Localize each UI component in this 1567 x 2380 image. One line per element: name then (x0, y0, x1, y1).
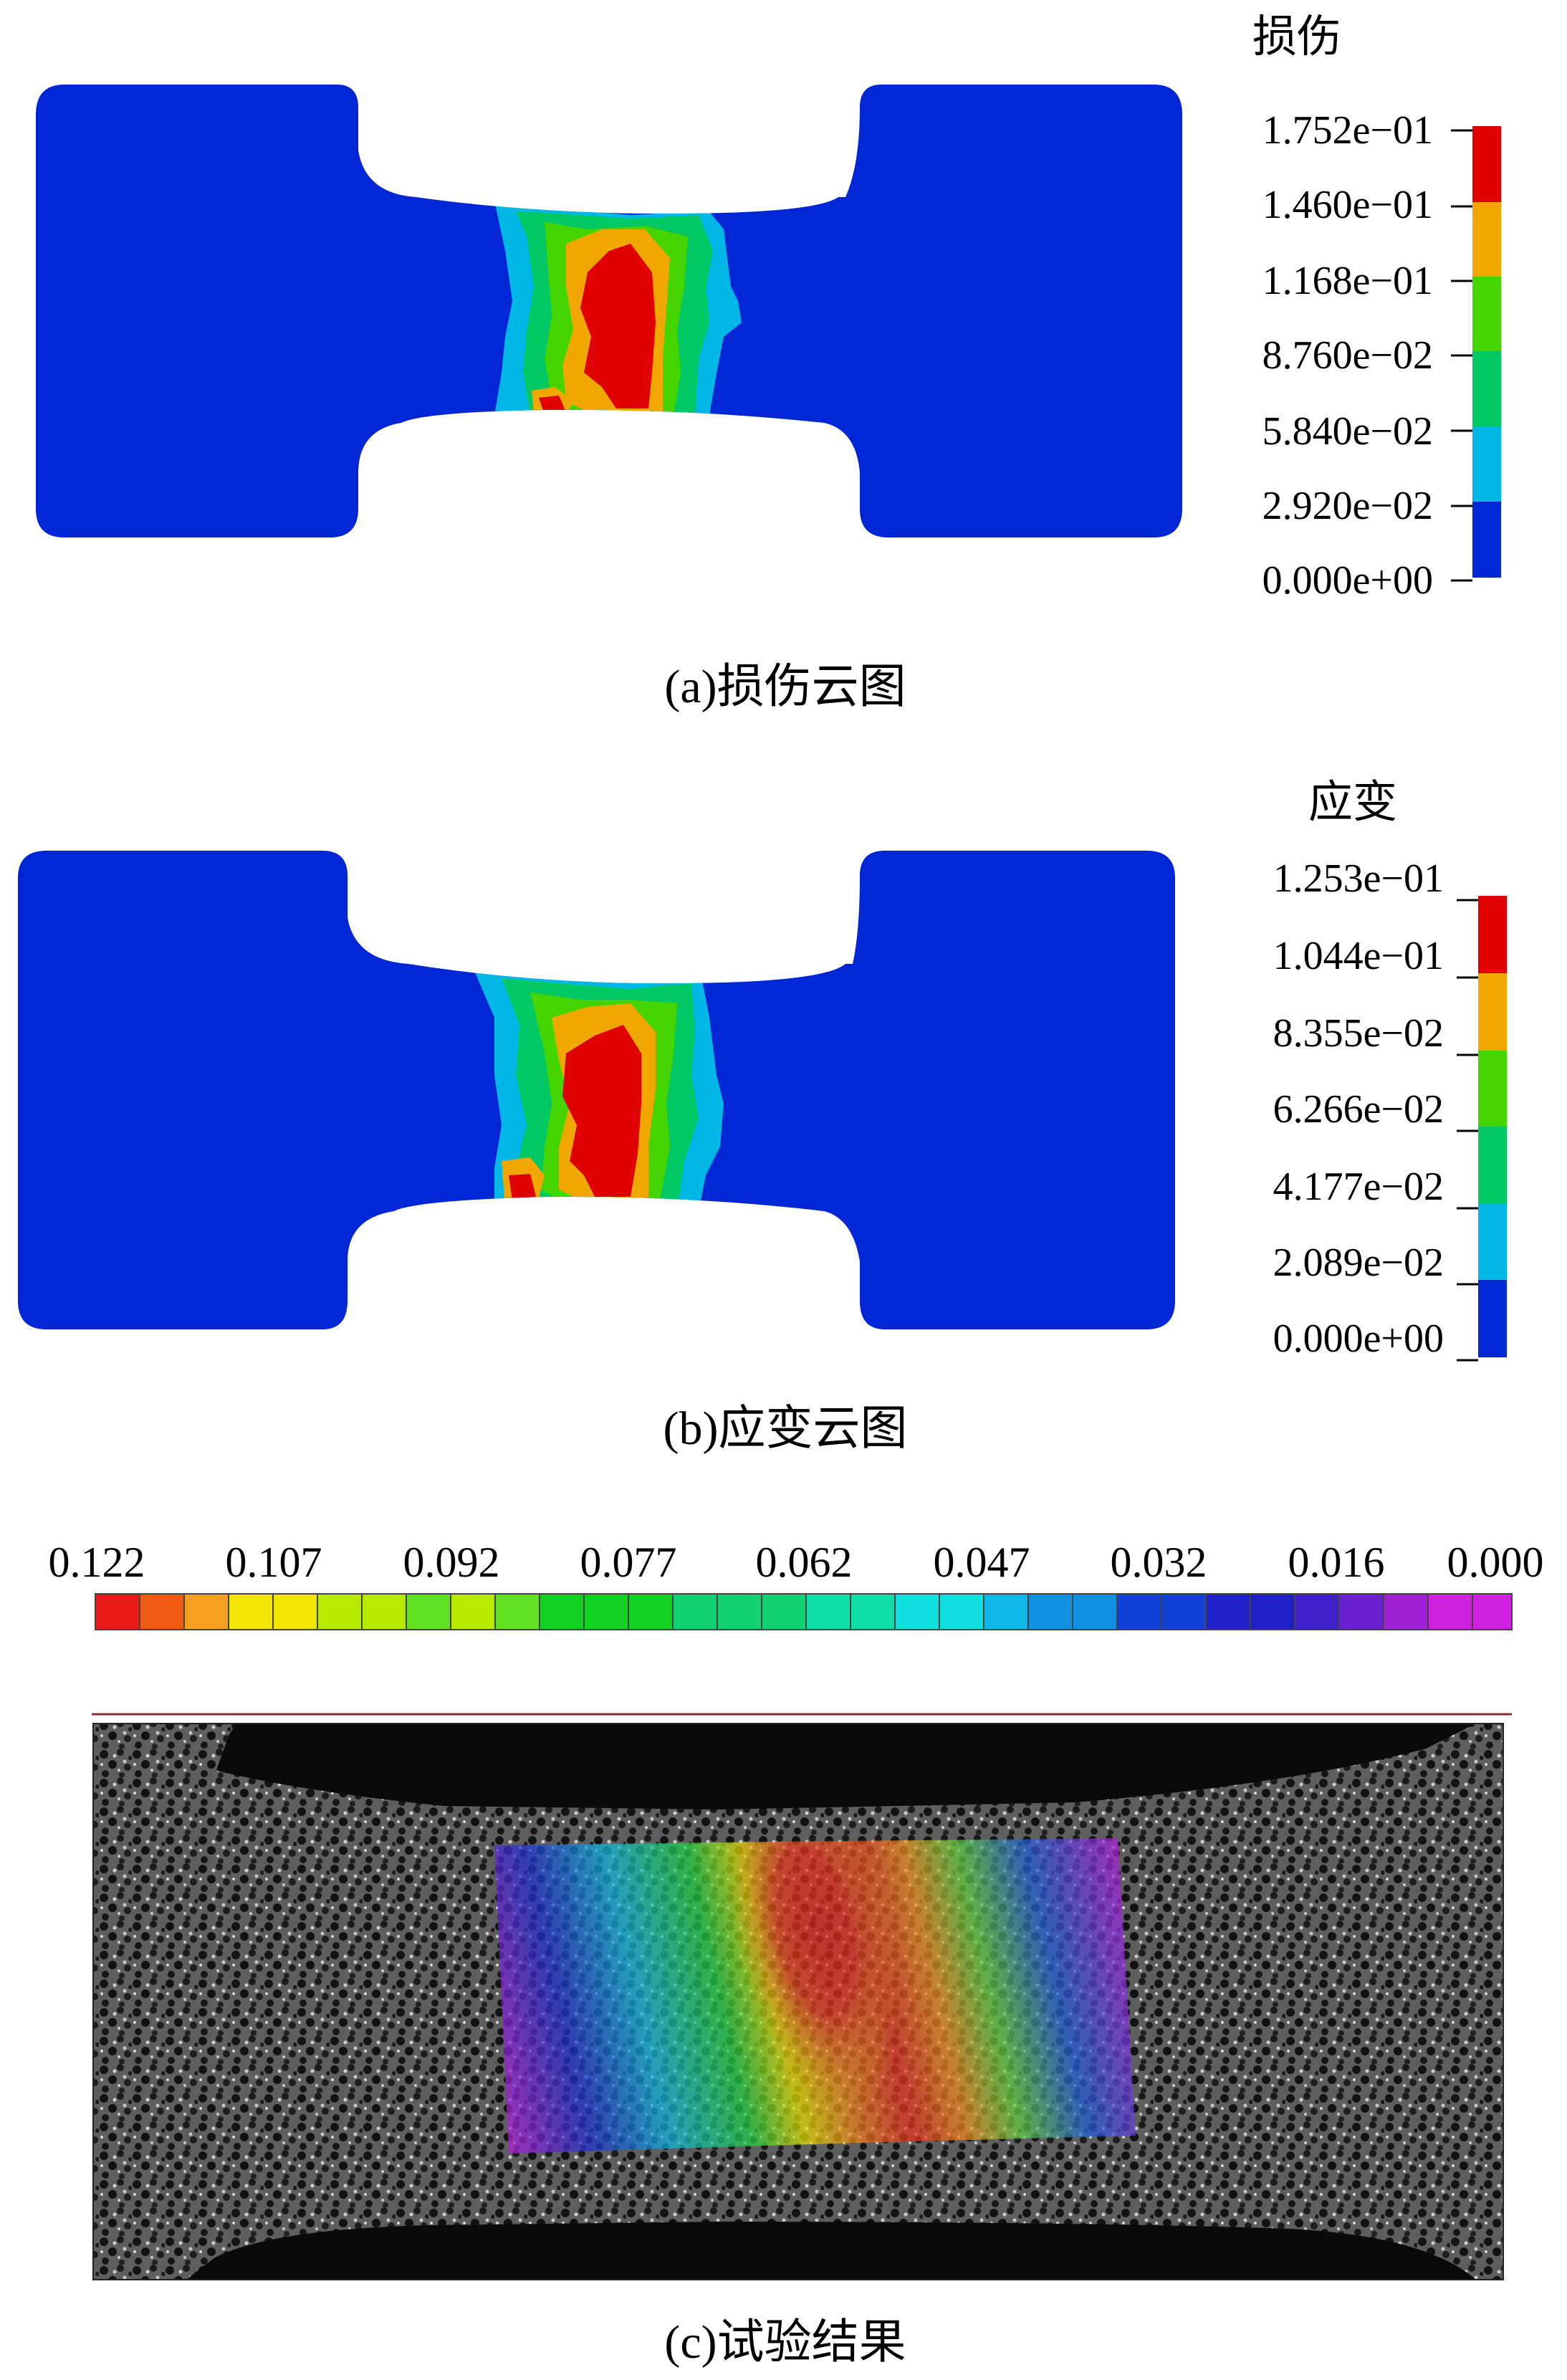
strain-legend-label: 1.253e−01 (1273, 856, 1444, 901)
caption-a: (a)损伤云图 (664, 661, 906, 713)
dic-scale-label: 0.092 (403, 1539, 500, 1586)
strain-legend-label: 2.089e−02 (1273, 1241, 1444, 1285)
dic-strain-overlay (494, 1838, 1136, 2154)
strain-legend-label: 8.355e−02 (1273, 1011, 1444, 1056)
strain-contour-plot (18, 851, 1175, 1329)
dic-scale-label: 0.062 (756, 1539, 853, 1586)
dic-scale-label: 0.000 (1447, 1539, 1544, 1586)
dic-scale-label: 0.047 (934, 1539, 1030, 1586)
damage-legend: 损伤 1.752e−01 1.460e−01 1.168e−01 8.760e−… (1252, 13, 1501, 603)
damage-legend-label: 1.168e−01 (1262, 259, 1433, 303)
caption-b: (b)应变云图 (663, 1402, 908, 1455)
damage-legend-label: 0.000e+00 (1262, 558, 1433, 603)
dic-test-photo (92, 1723, 1504, 2280)
damage-legend-label: 2.920e−02 (1262, 484, 1433, 528)
strain-legend-label: 0.000e+00 (1273, 1316, 1444, 1361)
damage-contour-plot (36, 85, 1182, 537)
strain-legend: 应变 1.253e−01 1.044e−01 8.355e−02 6.266e−… (1273, 778, 1507, 1362)
dic-scale-label: 0.016 (1288, 1539, 1385, 1586)
strain-legend-label: 6.266e−02 (1273, 1087, 1444, 1132)
dic-scale: 0.122 0.107 0.092 0.077 0.062 0.047 0.03… (49, 1539, 1544, 1630)
strain-legend-label: 1.044e−01 (1273, 934, 1444, 978)
damage-legend-label: 1.460e−01 (1262, 183, 1433, 227)
damage-legend-label: 1.752e−01 (1262, 108, 1433, 153)
dic-scale-label: 0.107 (226, 1539, 322, 1586)
strain-legend-label: 4.177e−02 (1273, 1165, 1444, 1209)
damage-legend-title: 损伤 (1252, 13, 1341, 62)
caption-c: (c)试验结果 (664, 2316, 906, 2369)
dic-scale-label: 0.032 (1111, 1539, 1207, 1586)
damage-colorbar (1451, 126, 1501, 582)
dic-scale-label: 0.122 (49, 1539, 145, 1586)
dic-colorbar (95, 1593, 1513, 1630)
damage-legend-label: 5.840e−02 (1262, 409, 1433, 454)
damage-legend-label: 8.760e−02 (1262, 333, 1433, 378)
dic-scale-label: 0.077 (580, 1539, 677, 1586)
strain-legend-title: 应变 (1308, 778, 1397, 827)
strain-colorbar (1457, 896, 1507, 1362)
